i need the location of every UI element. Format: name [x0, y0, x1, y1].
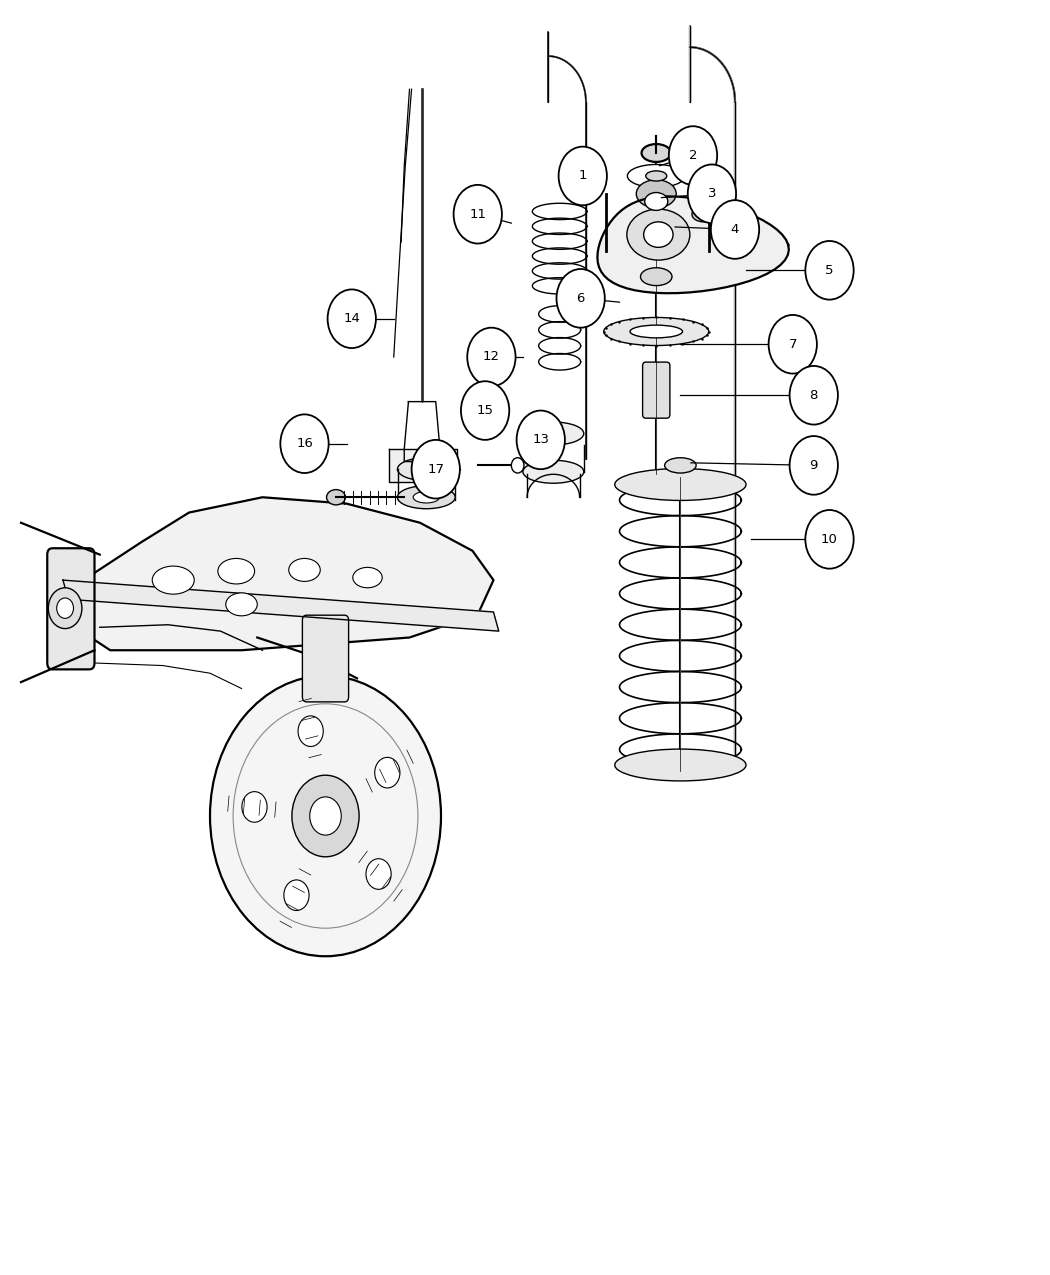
- Polygon shape: [63, 580, 499, 631]
- Ellipse shape: [397, 486, 456, 509]
- Circle shape: [769, 315, 817, 374]
- Ellipse shape: [523, 422, 584, 445]
- Text: 15: 15: [477, 404, 493, 417]
- Circle shape: [790, 436, 838, 495]
- Text: 3: 3: [708, 187, 716, 200]
- Ellipse shape: [226, 593, 257, 616]
- Ellipse shape: [640, 268, 672, 286]
- Ellipse shape: [627, 209, 690, 260]
- Text: 16: 16: [296, 437, 313, 450]
- Circle shape: [559, 147, 607, 205]
- Text: 12: 12: [483, 351, 500, 363]
- Ellipse shape: [636, 180, 676, 208]
- Text: 4: 4: [731, 223, 739, 236]
- Circle shape: [461, 381, 509, 440]
- Circle shape: [556, 269, 605, 328]
- Ellipse shape: [615, 750, 746, 780]
- Circle shape: [284, 880, 309, 910]
- Circle shape: [210, 676, 441, 956]
- Ellipse shape: [604, 317, 709, 346]
- Circle shape: [688, 164, 736, 223]
- FancyBboxPatch shape: [302, 615, 349, 701]
- Circle shape: [292, 775, 359, 857]
- Circle shape: [805, 510, 854, 569]
- Polygon shape: [388, 449, 457, 482]
- Text: 10: 10: [821, 533, 838, 546]
- Circle shape: [310, 797, 341, 835]
- Text: 11: 11: [469, 208, 486, 221]
- Ellipse shape: [353, 567, 382, 588]
- Text: 7: 7: [789, 338, 797, 351]
- Ellipse shape: [628, 164, 685, 187]
- Ellipse shape: [644, 222, 673, 247]
- Circle shape: [298, 715, 323, 746]
- Circle shape: [242, 792, 267, 822]
- Ellipse shape: [523, 460, 584, 483]
- Polygon shape: [68, 497, 493, 650]
- Text: 6: 6: [576, 292, 585, 305]
- Circle shape: [57, 598, 74, 618]
- Ellipse shape: [692, 207, 715, 222]
- Circle shape: [328, 289, 376, 348]
- Circle shape: [412, 440, 460, 499]
- Text: 9: 9: [810, 459, 818, 472]
- Circle shape: [711, 200, 759, 259]
- Circle shape: [366, 859, 392, 890]
- Text: 1: 1: [579, 170, 587, 182]
- Ellipse shape: [665, 458, 696, 473]
- Ellipse shape: [327, 490, 345, 505]
- Circle shape: [48, 588, 82, 629]
- FancyBboxPatch shape: [643, 362, 670, 418]
- Text: 17: 17: [427, 463, 444, 476]
- Circle shape: [517, 411, 565, 469]
- Text: 14: 14: [343, 312, 360, 325]
- Ellipse shape: [397, 458, 456, 481]
- FancyBboxPatch shape: [47, 548, 94, 669]
- Circle shape: [467, 328, 516, 386]
- Circle shape: [511, 458, 524, 473]
- Ellipse shape: [218, 558, 254, 584]
- Text: 13: 13: [532, 434, 549, 446]
- Ellipse shape: [646, 171, 667, 181]
- Circle shape: [454, 185, 502, 244]
- Ellipse shape: [642, 144, 671, 162]
- Text: 8: 8: [810, 389, 818, 402]
- Ellipse shape: [289, 558, 320, 581]
- Ellipse shape: [615, 469, 746, 501]
- Text: 5: 5: [825, 264, 834, 277]
- Ellipse shape: [413, 492, 439, 504]
- Circle shape: [805, 241, 854, 300]
- Text: 2: 2: [689, 149, 697, 162]
- Ellipse shape: [630, 325, 682, 338]
- Circle shape: [669, 126, 717, 185]
- Ellipse shape: [152, 566, 194, 594]
- Circle shape: [375, 757, 400, 788]
- Circle shape: [790, 366, 838, 425]
- Circle shape: [280, 414, 329, 473]
- Polygon shape: [597, 196, 789, 293]
- Polygon shape: [404, 402, 440, 462]
- Ellipse shape: [645, 193, 668, 210]
